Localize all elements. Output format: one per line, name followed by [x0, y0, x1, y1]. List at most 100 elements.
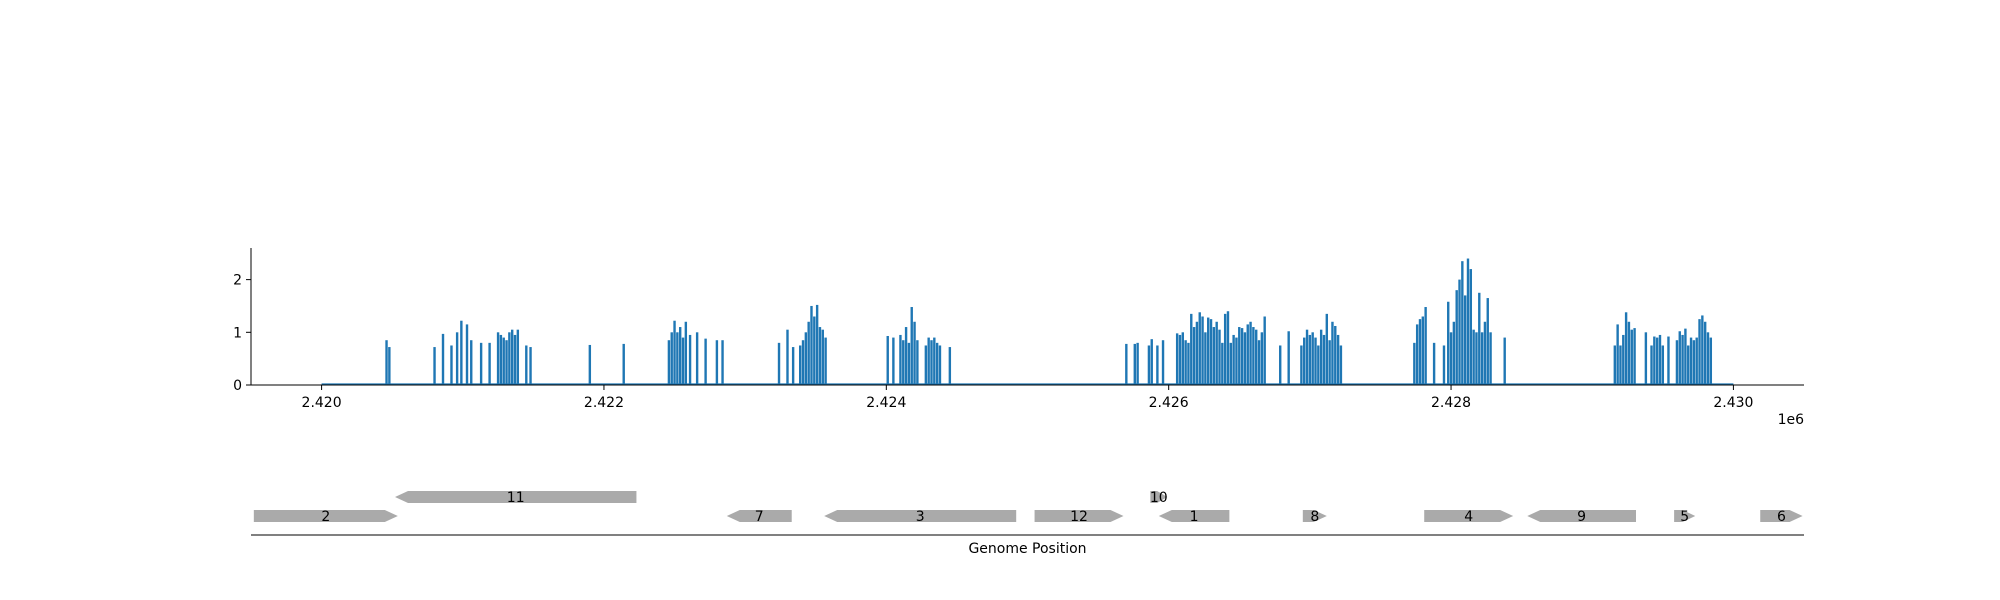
coverage-bar [488, 342, 491, 385]
coverage-bar [804, 332, 808, 385]
coverage-bar [1658, 334, 1662, 385]
coverage-bar [460, 320, 463, 385]
gene-label: 5 [1680, 509, 1689, 525]
coverage-bar [1447, 301, 1450, 385]
coverage-bar [1192, 327, 1196, 385]
coverage-bar [1175, 333, 1179, 385]
gene-feature: 7 [726, 509, 792, 525]
coverage-bar [1150, 339, 1153, 385]
coverage-bar [1684, 328, 1687, 385]
coverage-bar [892, 337, 895, 385]
gene-arrow [1034, 510, 1124, 522]
gene-features: 2 11 7 3 12 10 1 8 4 9 5 6 [253, 490, 1803, 525]
coverage-bar [818, 327, 822, 385]
coverage-bar [913, 321, 916, 385]
coverage-plot: 2.420 2.422 2.424 2.426 2.428 2.430 0 1 2 1e6 [233, 248, 1804, 428]
gene-feature: 11 [395, 490, 637, 506]
coverage-bar [902, 340, 905, 385]
coverage-bar [1480, 332, 1484, 385]
gene-feature: 6 [1760, 509, 1803, 525]
coverage-bar [1650, 345, 1653, 385]
coverage-bar [678, 327, 682, 385]
gene-feature: 10 [1150, 490, 1168, 506]
coverage-bar [588, 344, 592, 385]
coverage-bar [1706, 332, 1710, 385]
coverage-bar [525, 345, 528, 385]
coverage-bar [1325, 313, 1329, 385]
coverage-bar [1689, 337, 1693, 385]
coverage-bar [505, 340, 508, 385]
coverage-bar [1475, 332, 1478, 385]
coverage-bar [948, 347, 952, 385]
gene-arrow [253, 510, 398, 522]
gene-arrow [1302, 510, 1327, 522]
coverage-bar [927, 337, 930, 385]
coverage-bar [1305, 329, 1309, 385]
coverage-bar [933, 337, 936, 385]
coverage-bar [786, 329, 789, 385]
gene-arrow [824, 510, 1017, 522]
y-tick-label: 2 [233, 273, 242, 289]
coverage-bar [1317, 345, 1320, 385]
coverage-bar [1449, 332, 1453, 385]
coverage-bar [388, 347, 391, 385]
coverage-bar [807, 321, 810, 385]
gene-arrow [395, 491, 637, 503]
coverage-bar [1279, 345, 1282, 385]
coverage-bar [385, 340, 388, 385]
coverage-bar [1613, 345, 1617, 385]
coverage-bar [1187, 342, 1190, 385]
gene-label: 7 [755, 509, 764, 525]
x-axis-ticks: 2.420 2.422 2.424 2.426 2.428 2.430 [302, 385, 1753, 411]
gene-feature: 4 [1424, 509, 1514, 525]
x-tick-label: 2.422 [584, 395, 624, 411]
coverage-bar [1223, 313, 1227, 385]
coverage-bar [1675, 340, 1679, 385]
coverage-bar [508, 332, 511, 385]
coverage-bars [321, 258, 1734, 386]
coverage-bar [1133, 343, 1136, 385]
coverage-bar [1667, 336, 1670, 385]
coverage-bar [1252, 327, 1255, 385]
coverage-bar [1198, 312, 1201, 385]
gene-label: 9 [1577, 509, 1586, 525]
coverage-bar [479, 342, 483, 385]
coverage-bar [798, 345, 802, 385]
coverage-bar [1232, 334, 1235, 385]
coverage-bar [930, 340, 933, 385]
coverage-bar [1201, 316, 1204, 385]
coverage-bar [1300, 345, 1303, 385]
coverage-bar [715, 340, 719, 385]
coverage-bar [1215, 321, 1218, 385]
coverage-bar [1486, 298, 1489, 385]
gene-feature: 3 [824, 509, 1017, 525]
coverage-bar [684, 321, 688, 385]
coverage-bar [1156, 345, 1159, 385]
coverage-bar [1331, 321, 1334, 385]
coverage-bar [938, 345, 942, 385]
coverage-bar [1624, 312, 1628, 385]
coverage-bar [1263, 316, 1266, 385]
gene-label: 10 [1150, 490, 1168, 506]
coverage-bar [810, 305, 813, 385]
coverage-bar [1630, 329, 1633, 385]
coverage-bar [886, 335, 889, 385]
coverage-bar [1221, 342, 1224, 385]
coverage-bar [1655, 337, 1659, 385]
gene-arrow [1760, 510, 1803, 522]
coverage-bar [1452, 321, 1456, 385]
coverage-bar [1328, 340, 1331, 385]
coverage-bar [1181, 332, 1184, 385]
coverage-bar [1287, 331, 1290, 385]
coverage-bar [899, 334, 902, 385]
gene-arrow [1158, 510, 1230, 522]
coverage-bar [499, 334, 503, 385]
y-axis-ticks: 0 1 2 [233, 273, 251, 394]
gene-label: 6 [1777, 509, 1786, 525]
coverage-bar [704, 338, 707, 385]
coverage-bar [1240, 328, 1244, 385]
coverage-bar [1238, 327, 1241, 385]
coverage-bar [1463, 295, 1467, 385]
coverage-bar [1229, 342, 1233, 385]
coverage-bar [721, 340, 724, 385]
